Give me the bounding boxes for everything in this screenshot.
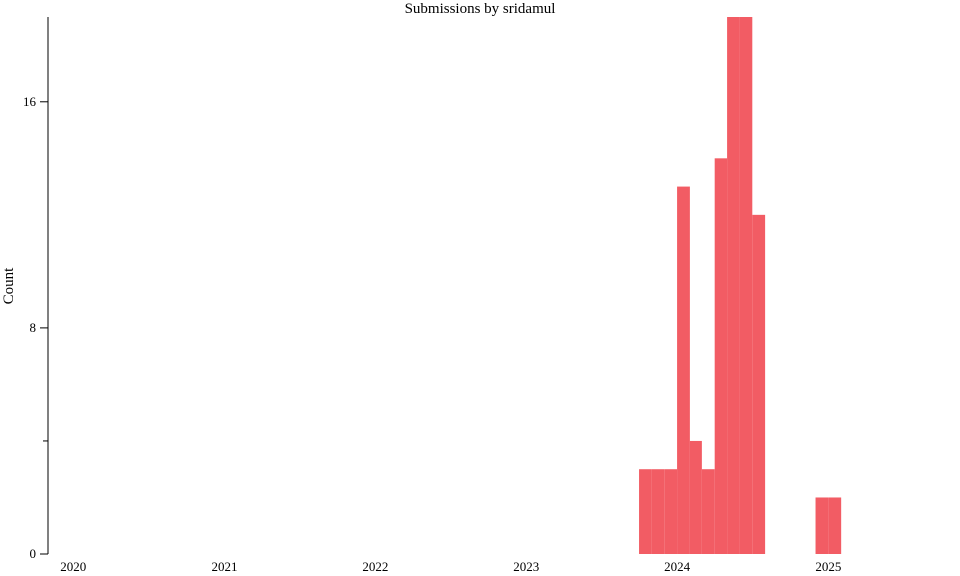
y-tick-label-16: 16	[23, 94, 37, 109]
x-tick-label-2023: 2023	[513, 559, 539, 574]
bar-2025-01-01	[828, 497, 842, 554]
bar-2024-06-01	[739, 17, 753, 554]
x-tick-label-2024: 2024	[664, 559, 691, 574]
y-tick-label-0: 0	[30, 546, 37, 561]
bar-2024-12-01	[815, 497, 829, 554]
bar-2024-04-01	[714, 158, 728, 554]
x-ticks-group: 2020 2021 2022 2023 2024 2025	[60, 559, 841, 574]
y-axis-label: Count	[1, 267, 17, 305]
bar-2024-02-01	[689, 440, 702, 554]
x-tick-label-2021: 2021	[211, 559, 237, 574]
bar-2024-07-01	[752, 214, 766, 554]
bar-2023-10-01	[639, 469, 652, 554]
x-tick-label-2022: 2022	[362, 559, 388, 574]
x-tick-label-2025: 2025	[815, 559, 841, 574]
bar-2024-03-01	[701, 469, 715, 554]
x-tick-label-2020: 2020	[60, 559, 86, 574]
bar-2023-11-01	[651, 469, 665, 554]
bar-2023-12-01	[664, 469, 678, 554]
y-ticks-group: 0 8 16	[23, 94, 48, 561]
bars-group	[639, 17, 842, 554]
bar-2024-05-01	[727, 17, 740, 554]
y-tick-label-8: 8	[30, 320, 37, 335]
chart-title: Submissions by sridamul	[405, 1, 556, 17]
bar-2024-01-01	[677, 186, 690, 554]
